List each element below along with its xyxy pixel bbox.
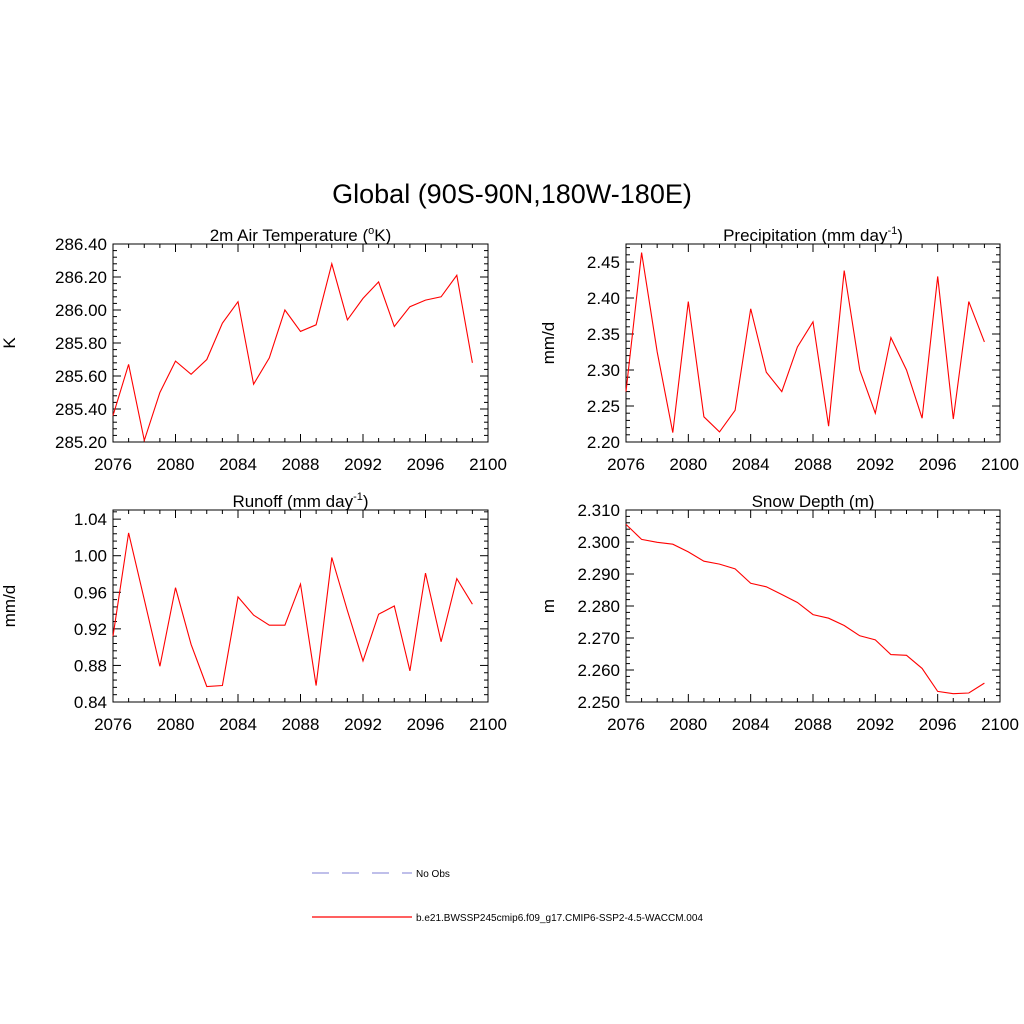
x-tick-label: 2092 [344,455,382,474]
x-tick-label: 2096 [407,715,445,734]
legend: No Obs b.e21.BWSSP245cmip6.f09_g17.CMIP6… [312,869,703,924]
panel-title-superscript: -1 [353,491,363,503]
y-tick-label: 2.260 [577,661,620,680]
x-tick-label: 2080 [157,715,195,734]
x-tick-label: 2096 [919,715,957,734]
y-tick-label: 285.60 [55,367,107,386]
panel-snow-depth: 2076 2080 2084 2088 2092 2096 2100 2.250 2.260 2.… [539,492,1019,734]
panel-title-tail: ) [363,492,369,511]
panel-title-main: Runoff (mm day [232,492,353,511]
y-tick-label: 2.280 [577,597,620,616]
legend-item-no-obs: No Obs [312,869,450,880]
x-tick-label: 2092 [856,455,894,474]
x-tick-label: 2088 [282,455,320,474]
x-tick-label: 2076 [607,715,645,734]
panel-title: Snow Depth (m) [752,492,875,511]
x-tick-label: 2076 [94,715,132,734]
y-tick-label: 2.45 [587,253,620,272]
x-tick-label: 2080 [157,455,195,474]
series-line [625,252,985,433]
y-tick-label: 285.20 [55,433,107,452]
plot-frame [112,243,489,443]
y-tick-label: 285.80 [55,334,107,353]
y-axis-label: mm/d [0,585,19,628]
panel-title: 2m Air Temperature (oK) [210,225,392,245]
y-tick-label: 2.35 [587,325,620,344]
y-tick-label: 0.96 [74,583,107,602]
y-axis-label: K [0,337,19,349]
x-tick-label: 2084 [219,715,257,734]
x-tick-label: 2100 [469,455,507,474]
y-tick-label: 2.300 [577,533,620,552]
panel-title-tail: ) [897,226,903,245]
x-tick-label: 2080 [669,715,707,734]
panel-title-superscript: o [368,225,374,237]
y-tick-label: 2.20 [587,433,620,452]
y-tick-label: 0.92 [74,620,107,639]
panel-title-main: 2m Air Temperature ( [210,226,369,245]
panel-title-main: Precipitation (mm day [723,226,888,245]
x-tick-label: 2088 [282,715,320,734]
x-tick-label: 2084 [219,455,257,474]
y-tick-label: 286.20 [55,268,107,287]
y-tick-label: 0.84 [74,693,107,712]
x-tick-label: 2088 [794,455,832,474]
x-tick-label: 2088 [794,715,832,734]
panels: 2076 2080 2084 2088 2092 2096 2100 285.20 285.40… [0,225,1019,734]
figure-title: Global (90S-90N,180W-180E) [332,179,692,209]
x-tick-label: 2076 [94,455,132,474]
x-tick-label: 2096 [407,455,445,474]
x-tick-label: 2084 [732,715,770,734]
x-tick-label: 2084 [732,455,770,474]
x-tick-label: 2092 [344,715,382,734]
y-tick-label: 2.250 [577,693,620,712]
y-tick-label: 286.40 [55,235,107,254]
x-tick-label: 2092 [856,715,894,734]
y-tick-label: 286.00 [55,301,107,320]
y-tick-label: 0.88 [74,656,107,675]
panel-title-tail: K) [374,226,391,245]
y-tick-label: 2.30 [587,361,620,380]
y-axis-label: mm/d [539,322,558,365]
y-tick-label: 2.270 [577,629,620,648]
panel-title: Precipitation (mm day-1) [723,225,903,245]
x-tick-label: 2096 [919,455,957,474]
legend-item-model-run: b.e21.BWSSP245cmip6.f09_g17.CMIP6-SSP2-4… [312,913,703,924]
plot-frame [112,509,489,703]
y-tick-label: 285.40 [55,400,107,419]
y-tick-label: 1.00 [74,547,107,566]
x-tick-label: 2076 [607,455,645,474]
panel-temperature: 2076 2080 2084 2088 2092 2096 2100 285.20 285.40… [0,225,507,474]
panel-title: Runoff (mm day-1) [232,491,368,511]
y-tick-label: 2.40 [587,289,620,308]
x-tick-label: 2100 [469,715,507,734]
x-tick-label: 2080 [669,455,707,474]
legend-label-model-run: b.e21.BWSSP245cmip6.f09_g17.CMIP6-SSP2-4… [416,913,703,924]
x-tick-label: 2100 [981,715,1019,734]
panel-runoff: 2076 2080 2084 2088 2092 2096 2100 0.84 0.88 0.92… [0,491,507,734]
series-line [625,524,985,695]
plot-frame [625,243,1001,443]
y-tick-label: 2.310 [577,501,620,520]
series-line [112,532,473,688]
y-tick-label: 2.290 [577,565,620,584]
plot-frame [625,509,1001,703]
y-tick-label: 2.25 [587,397,620,416]
series-line [112,261,473,443]
y-axis-label: m [539,599,558,613]
y-tick-label: 1.04 [74,510,107,529]
panel-precipitation: 2076 2080 2084 2088 2092 2096 2100 2.20 2.25 2.30… [539,225,1019,474]
panel-title-main: Snow Depth (m) [752,492,875,511]
panel-title-superscript: -1 [887,225,897,237]
legend-label-no-obs: No Obs [416,869,450,880]
x-tick-label: 2100 [981,455,1019,474]
